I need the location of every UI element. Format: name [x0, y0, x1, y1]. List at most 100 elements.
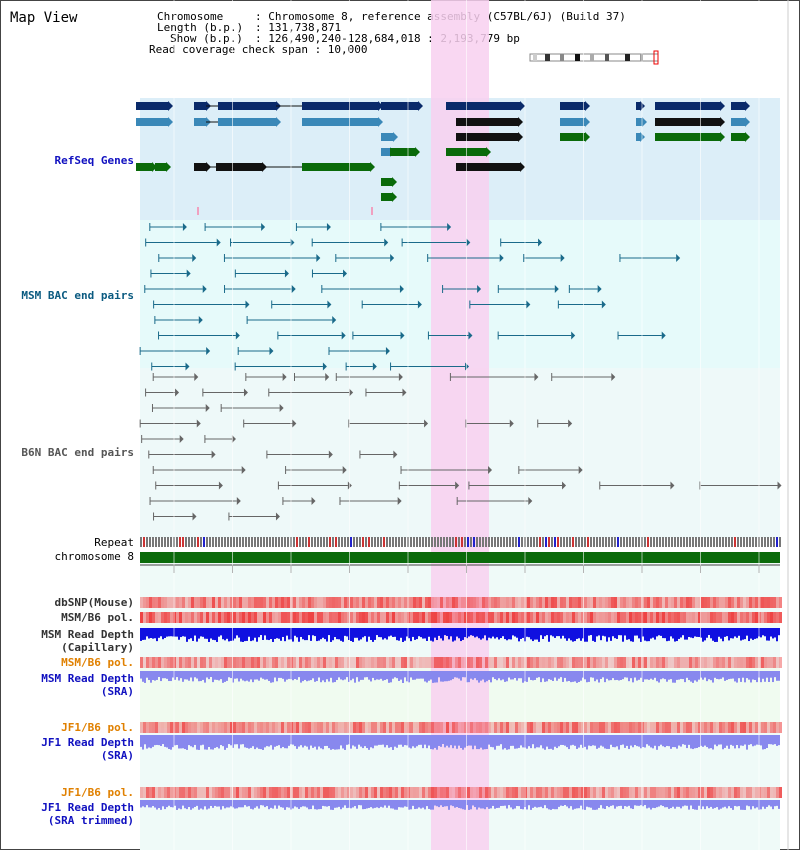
msm-sra-depth — [390, 671, 392, 683]
pol-cell — [443, 787, 446, 798]
pol-cell — [440, 787, 443, 798]
msm-sra-depth — [522, 671, 524, 683]
jf1-trim-depth — [174, 800, 176, 806]
pol-cell — [395, 722, 398, 733]
track-label-b6n-bac[interactable]: B6N BAC end pairs — [21, 446, 134, 459]
pol-cell — [683, 657, 686, 668]
jf1-trim-depth — [738, 800, 740, 807]
pol-cell — [461, 657, 464, 668]
track-label-dbsnp[interactable]: dbSNP(Mouse) — [54, 596, 134, 609]
msm-sra-depth — [646, 671, 648, 680]
jf1-sra-depth — [434, 735, 436, 748]
msm-capillary-depth — [648, 628, 650, 642]
pol-cell — [365, 787, 368, 798]
track-label-msm-b6-pol[interactable]: MSM/B6 pol. — [61, 611, 134, 624]
jf1-trim-depth — [212, 800, 214, 808]
msm-sra-depth — [596, 671, 598, 680]
pol-cell — [698, 657, 701, 668]
msm-sra-depth — [706, 671, 708, 682]
repeat-mark — [254, 537, 256, 547]
pol-cell — [662, 787, 665, 798]
track-label-jf1-trim[interactable]: JF1 Read Depth (SRA trimmed) — [41, 801, 134, 827]
pol-cell — [323, 722, 326, 733]
msm-sra-depth — [724, 671, 726, 681]
pol-cell — [350, 612, 353, 623]
pol-cell — [635, 597, 638, 608]
jf1-trim-depth — [314, 800, 316, 810]
track-label-msm-b6-pol-2[interactable]: MSM/B6 pol. — [61, 656, 134, 669]
pol-cell — [479, 657, 482, 668]
track-label-jf1-depth[interactable]: JF1 Read Depth (SRA) — [41, 736, 134, 762]
msm-bac-pair-arrow — [466, 238, 471, 247]
track-label-jf1-b6-pol-2[interactable]: JF1/B6 pol. — [61, 786, 134, 799]
refseq-gene — [136, 118, 168, 126]
msm-sra-depth — [414, 671, 416, 680]
repeat-mark — [161, 537, 163, 547]
pol-cell — [341, 612, 344, 623]
pol-cell — [182, 597, 185, 608]
track-label-msm-depth-sra[interactable]: MSM Read Depth (SRA) — [41, 672, 134, 698]
pol-cell — [581, 722, 584, 733]
repeat-mark — [563, 537, 565, 547]
track-label-msm-depth-cap[interactable]: MSM Read Depth (Capillary) — [41, 628, 134, 654]
jf1-trim-depth — [602, 800, 604, 809]
msm-capillary-depth — [704, 628, 706, 641]
repeat-mark — [572, 537, 574, 547]
track-label-jf1-b6-pol[interactable]: JF1/B6 pol. — [61, 721, 134, 734]
msm-capillary-depth — [560, 628, 562, 639]
pol-cell — [431, 722, 434, 733]
jf1-trim-depth — [408, 800, 410, 810]
jf1-sra-depth — [400, 735, 402, 745]
pol-cell — [347, 612, 350, 623]
msm-bac-pair-arrow — [269, 347, 274, 355]
msm-sra-depth — [662, 671, 664, 679]
jf1-trim-depth — [642, 800, 644, 807]
pol-cell — [599, 787, 602, 798]
jf1-trim-depth — [756, 800, 758, 808]
gene-arrow — [168, 101, 173, 111]
pol-cell — [575, 597, 578, 608]
pol-cell — [149, 657, 152, 668]
track-label-msm-bac[interactable]: MSM BAC end pairs — [21, 289, 134, 302]
msm-capillary-depth — [478, 628, 480, 639]
repeat-mark — [635, 537, 637, 547]
pol-cell — [503, 657, 506, 668]
track-label-refseq[interactable]: RefSeq Genes — [54, 154, 134, 167]
msm-sra-depth — [308, 671, 310, 681]
jf1-sra-depth — [656, 735, 658, 750]
msm-capillary-depth — [146, 628, 148, 637]
repeat-mark — [632, 537, 634, 547]
repeat-mark — [263, 537, 265, 547]
repeat-mark — [716, 537, 718, 547]
pol-cell — [341, 722, 344, 733]
jf1-trim-depth — [576, 800, 578, 809]
pol-cell — [335, 657, 338, 668]
pol-cell — [572, 722, 575, 733]
repeat-mark — [575, 537, 577, 547]
msm-capillary-depth — [670, 628, 672, 637]
pol-cell — [452, 657, 455, 668]
msm-capillary-depth — [172, 628, 174, 637]
jf1-trim-depth — [242, 800, 244, 808]
track-label-chromosome[interactable]: chromosome 8 — [54, 550, 134, 563]
jf1-sra-depth — [226, 735, 228, 748]
repeat-mark — [215, 537, 217, 547]
msm-bac-pair-arrow — [327, 300, 332, 309]
jf1-sra-depth — [194, 735, 196, 745]
jf1-trim-depth — [648, 800, 650, 808]
jf1-trim-depth — [612, 800, 614, 806]
track-label-repeat[interactable]: Repeat — [94, 536, 134, 549]
msm-bac-pair-arrow — [206, 347, 211, 355]
jf1-sra-depth — [192, 735, 194, 748]
pol-cell — [683, 787, 686, 798]
repeat-mark — [170, 537, 172, 547]
pol-cell — [536, 597, 539, 608]
pol-cell — [692, 612, 695, 623]
pol-cell — [221, 722, 224, 733]
jf1-trim-depth — [616, 800, 618, 807]
pol-cell — [578, 657, 581, 668]
jf1-sra-depth — [460, 735, 462, 748]
repeat-mark — [713, 537, 715, 547]
pol-cell — [338, 612, 341, 623]
